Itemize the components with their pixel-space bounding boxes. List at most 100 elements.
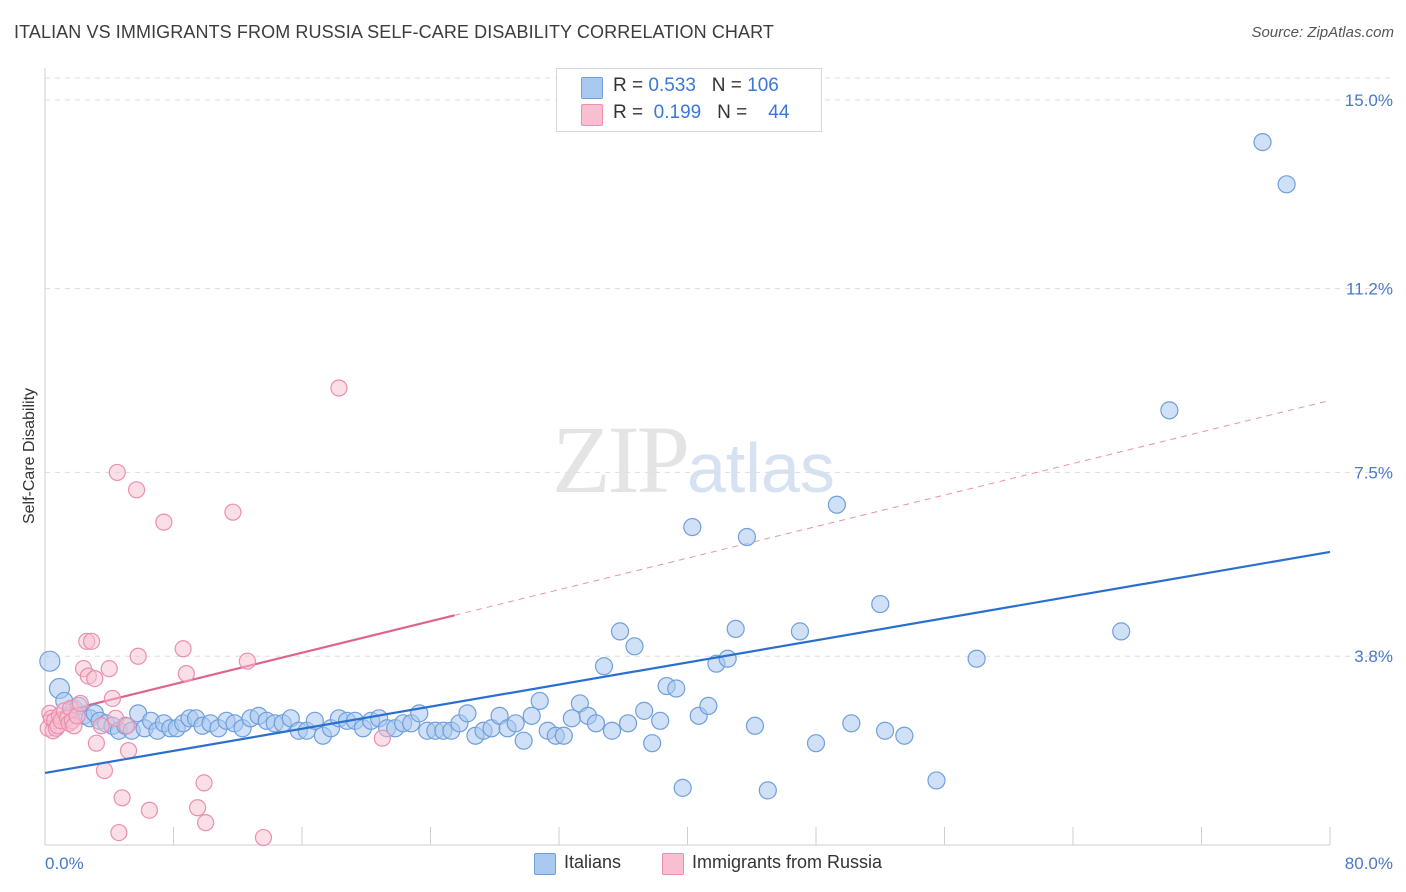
italians-point: [39, 650, 61, 672]
legend-n-label: N =: [717, 102, 748, 123]
legend-swatch-russia: [581, 104, 603, 126]
chart-title: ITALIAN VS IMMIGRANTS FROM RUSSIA SELF-C…: [14, 22, 774, 42]
y-tick-labels: 3.8% 7.5% 11.2% 15.0%: [1345, 91, 1393, 666]
russia-point: [71, 694, 89, 713]
russia-point: [113, 789, 131, 807]
russia-point: [177, 665, 195, 683]
italians-point: [683, 517, 702, 537]
russia-point: [87, 734, 106, 752]
russia-point: [118, 717, 136, 735]
y-tick-label: 11.2%: [1346, 280, 1393, 299]
russia-point: [82, 632, 101, 650]
italians-point: [726, 619, 745, 639]
italians-point: [1160, 401, 1179, 420]
italians-point: [554, 726, 573, 745]
italians-point: [618, 714, 638, 733]
legend-r-label: R =: [613, 75, 644, 96]
y-tick-label: 7.5%: [1354, 463, 1393, 482]
russia-point: [100, 660, 118, 678]
bottom-legend-swatch-russia: [662, 853, 684, 875]
trend-italians-line: [44, 550, 1331, 775]
italians-point: [718, 649, 737, 668]
trend-russia: [44, 399, 1331, 717]
russia-point: [129, 647, 147, 665]
russia-point: [373, 729, 391, 747]
russia-point: [92, 717, 110, 735]
italians-point: [562, 709, 581, 728]
series-russia: [39, 379, 391, 847]
x-tick-labels: 0.0% 80.0%: [45, 854, 1393, 873]
italians-point: [758, 781, 777, 800]
italians-point: [790, 622, 810, 641]
italians-point: [1277, 175, 1296, 194]
italians-point: [967, 649, 986, 668]
russia-point: [188, 799, 207, 817]
russia-point: [254, 828, 273, 847]
trend-russia-dashed: [454, 399, 1331, 616]
russia-point: [330, 379, 348, 397]
italians-point: [1112, 622, 1131, 641]
italians-point: [745, 716, 765, 735]
russia-point: [119, 742, 138, 760]
russia-point: [108, 463, 126, 482]
italians-point: [458, 704, 477, 723]
italians-point: [673, 778, 692, 797]
italians-point: [875, 721, 895, 740]
series-italians: [39, 132, 1296, 800]
italians-point: [806, 734, 826, 753]
italians-point: [625, 637, 644, 656]
y-tick-label: 3.8%: [1354, 647, 1393, 666]
italians-point: [927, 771, 946, 790]
legend-n-label: N =: [711, 75, 742, 96]
italians-point: [586, 714, 606, 733]
x-tick-label: 80.0%: [1345, 854, 1393, 873]
italians-point: [635, 701, 654, 720]
italians-point: [651, 711, 670, 730]
italians-point: [514, 731, 533, 750]
italians-point: [1253, 132, 1272, 152]
watermark-atlas: atlas: [687, 429, 835, 507]
russia-point: [140, 801, 159, 819]
italians-point: [699, 696, 718, 716]
legend-n-value: 44: [768, 102, 790, 123]
legend-r-value: 0.533: [648, 75, 696, 96]
russia-point: [195, 774, 213, 792]
watermark-zip: ZIP: [552, 406, 690, 513]
italians-point: [602, 721, 622, 740]
russia-point: [103, 689, 122, 708]
bottom-legend-swatch-italians: [534, 853, 556, 875]
russia-point: [95, 761, 114, 780]
watermark: ZIPatlas: [552, 404, 835, 515]
italians-point: [827, 495, 846, 514]
russia-point: [224, 503, 242, 521]
italians-point: [871, 594, 890, 614]
russia-point: [197, 814, 215, 832]
legend-r-value: 0.199: [653, 102, 702, 123]
legend-r-label: R =: [613, 102, 644, 123]
italians-point: [667, 679, 686, 698]
russia-point: [86, 669, 104, 688]
italians-point: [530, 691, 549, 711]
y-tick-label: 15.0%: [1345, 91, 1393, 110]
x-tick-label: 0.0%: [45, 854, 84, 873]
trend-italians: [44, 550, 1331, 775]
italians-point: [594, 657, 614, 676]
italians-point: [895, 726, 914, 745]
source-credit: Source: ZipAtlas.com: [1251, 24, 1394, 41]
italians-point: [610, 622, 630, 641]
stats-legend: R = 0.533 N = 106 R = 0.199 N = 44: [556, 68, 822, 132]
russia-point: [238, 652, 256, 670]
russia-point: [155, 513, 173, 531]
italians-point: [842, 714, 861, 733]
bottom-legend-label-russia: Immigrants from Russia: [692, 852, 883, 872]
grid-lines: [45, 77, 1392, 657]
legend-swatch-italians: [581, 77, 603, 99]
italians-point: [643, 734, 662, 753]
legend-n-value: 106: [747, 75, 779, 96]
y-axis-title: Self-Care Disability: [21, 388, 38, 524]
russia-point: [110, 823, 128, 842]
russia-point: [127, 481, 146, 499]
italians-point: [522, 706, 541, 725]
bottom-legend-label-italians: Italians: [564, 852, 622, 872]
